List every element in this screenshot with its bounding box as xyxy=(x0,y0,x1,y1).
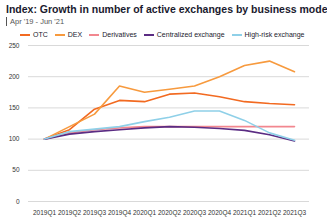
svg-text:2019Q4: 2019Q4 xyxy=(108,209,132,217)
svg-text:2021Q2: 2021Q2 xyxy=(258,209,282,217)
html-text:OTC: OTC xyxy=(33,31,48,38)
svg-text:2020Q3: 2020Q3 xyxy=(183,209,207,217)
svg-text:2020Q1: 2020Q1 xyxy=(133,209,157,217)
svg-text:250: 250 xyxy=(9,42,20,49)
svg-text:2020Q2: 2020Q2 xyxy=(158,209,182,217)
svg-text:200: 200 xyxy=(9,73,20,80)
html-text:High-risk exchange: High-risk exchange xyxy=(244,31,305,38)
html-text:Apr '19 - Jun '21: Apr '19 - Jun '21 xyxy=(10,17,65,26)
svg-text:2021Q1: 2021Q1 xyxy=(233,209,257,217)
svg-text:2019Q2: 2019Q2 xyxy=(58,209,82,217)
svg-text:0: 0 xyxy=(16,198,20,205)
svg-text:50: 50 xyxy=(12,166,20,173)
svg-text:2021Q3: 2021Q3 xyxy=(283,209,307,217)
svg-text:2019Q3: 2019Q3 xyxy=(83,209,107,217)
svg-text:150: 150 xyxy=(9,104,20,111)
svg-text:100: 100 xyxy=(9,135,20,142)
html-text:Derivatives: Derivatives xyxy=(102,31,137,38)
svg-text:2019Q1: 2019Q1 xyxy=(33,209,57,217)
svg-text:2020Q4: 2020Q4 xyxy=(208,209,232,217)
html-text:Centralized exchange: Centralized exchange xyxy=(156,31,225,38)
html-text:DEX: DEX xyxy=(67,31,83,38)
